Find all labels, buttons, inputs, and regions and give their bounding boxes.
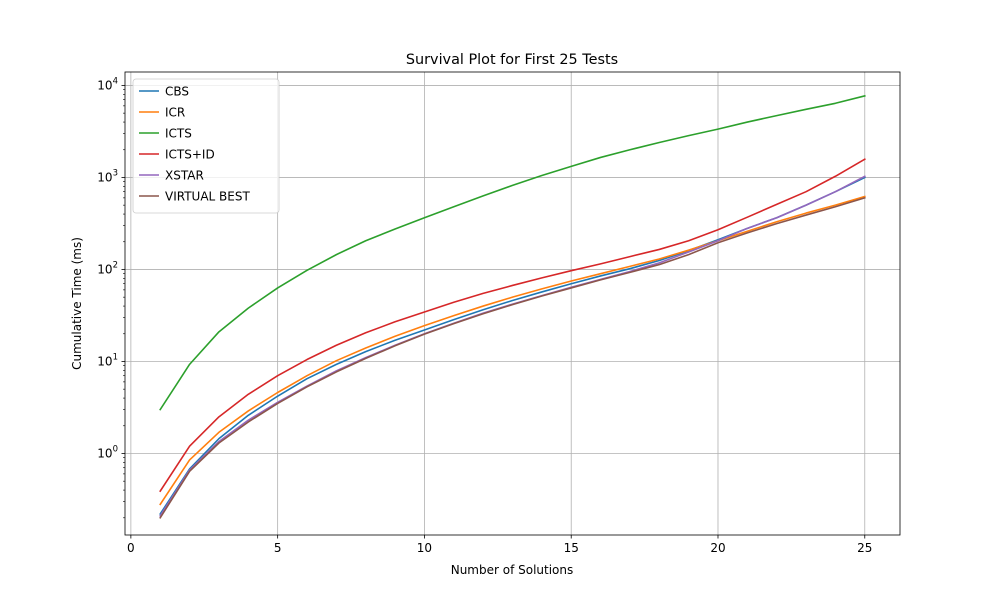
legend-label: VIRTUAL BEST — [165, 190, 250, 204]
series-line-icr — [159, 195, 866, 506]
series-line-icts — [159, 94, 866, 411]
series-layer — [159, 94, 866, 519]
y-axis-label: Cumulative Time (ms) — [70, 237, 84, 370]
y-tick-base: 10 — [97, 354, 112, 368]
y-tick-label: 102 — [97, 260, 118, 276]
y-tick-base: 10 — [97, 262, 112, 276]
x-tick-label: 20 — [710, 541, 725, 555]
y-tick-base: 10 — [97, 446, 112, 460]
x-tick-label: 15 — [564, 541, 579, 555]
y-tick-exponent: 3 — [113, 168, 118, 178]
legend-label: ICTS+ID — [165, 148, 215, 162]
y-tick-base: 10 — [97, 170, 112, 184]
y-tick-exponent: 1 — [113, 352, 118, 362]
legend: CBS ICR ICTS ICTS+ID XSTAR VIRTUAL BEST — [132, 78, 280, 214]
y-tick-label: 103 — [97, 168, 118, 184]
plot-frame — [124, 71, 901, 536]
y-tick-label: 101 — [97, 352, 118, 368]
x-tick-label: 0 — [127, 541, 135, 555]
legend-box — [132, 78, 280, 214]
y-tick-exponent: 0 — [113, 444, 118, 454]
y-tick-exponent: 2 — [113, 260, 118, 270]
y-tick-label: 100 — [97, 444, 118, 460]
x-tick-label: 5 — [274, 541, 282, 555]
legend-label: CBS — [165, 85, 189, 99]
y-tick-exponent: 4 — [113, 76, 118, 86]
x-tick-label: 25 — [857, 541, 872, 555]
x-tick-label: 10 — [417, 541, 432, 555]
series-line-virtual-best — [159, 196, 866, 519]
y-tick-label: 104 — [97, 76, 118, 92]
x-axis-label: Number of Solutions — [451, 563, 574, 577]
grid-layer — [125, 72, 900, 535]
y-tick-base: 10 — [97, 78, 112, 92]
legend-label: ICTS — [165, 127, 192, 141]
chart-title: Survival Plot for First 25 Tests — [406, 52, 618, 68]
series-line-icts-id — [159, 158, 866, 493]
legend-label: XSTAR — [165, 169, 204, 183]
legend-label: ICR — [165, 106, 185, 120]
